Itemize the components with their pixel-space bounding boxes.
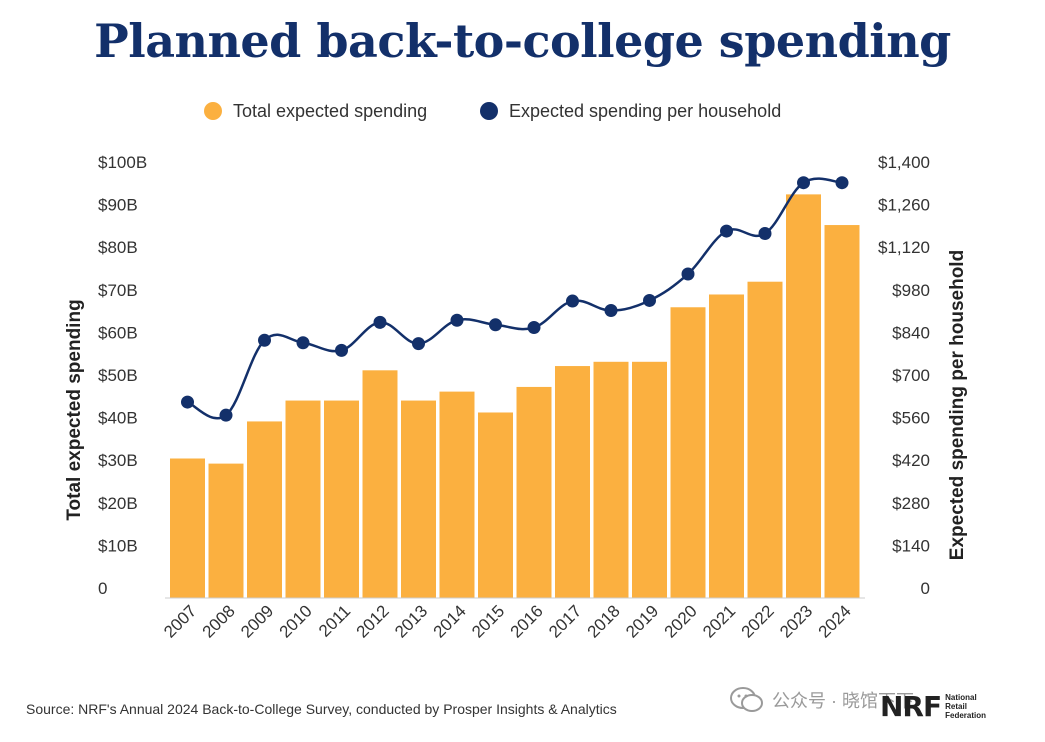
x-tick-label: 2016 [507,601,547,641]
right-tick-label: $980 [892,281,930,300]
point-2021 [720,224,733,238]
right-tick-label: $140 [892,536,930,555]
legend-household-marker [480,102,498,120]
point-2012 [373,315,387,329]
bar-2020 [670,307,706,598]
bar-2021 [709,294,744,598]
chart-title: Planned back-to-college spending [94,14,951,68]
point-2013 [412,337,425,351]
x-tick-label: 2009 [237,601,277,641]
bar-2013 [401,400,436,598]
nrf-logo: NRF National Retail Federation [880,690,986,723]
point-2022 [758,227,772,241]
bar-2014 [439,391,475,598]
chart: Total expected spending Expected spending… [64,101,968,642]
left-tick-label: 0 [98,579,107,598]
right-tick-label: $1,120 [878,238,930,257]
point-2016 [527,321,541,335]
point-2017 [566,294,579,308]
bar-2024 [824,225,860,598]
legend-total-label: Total expected spending [233,101,427,121]
right-axis-label: Expected spending per household [947,250,968,560]
right-tick-label: $1,400 [878,153,930,172]
x-tick-label: 2015 [468,601,508,641]
point-2011 [335,343,348,357]
left-tick-label: $20B [98,494,138,513]
bar-2016 [516,386,552,598]
right-tick-label: 0 [921,579,930,598]
bar-2022 [747,281,783,598]
x-tick-label: 2019 [622,601,662,641]
bar-2012 [362,370,398,598]
legend-total-marker [204,102,222,120]
bar-2008 [208,463,244,598]
x-tick-label: 2023 [776,601,816,641]
point-2020 [681,267,695,281]
x-tick-label: 2018 [584,601,624,641]
x-tick-label: 2014 [430,601,470,641]
x-tick-label: 2007 [160,601,200,641]
x-tick-label: 2012 [353,601,393,641]
right-tick-label: $420 [892,451,930,470]
left-tick-label: $70B [98,281,138,300]
bar-2007 [170,458,205,598]
x-tick-label: 2022 [738,601,778,641]
brand-name: National Retail Federation [945,693,987,720]
x-tick-label: 2024 [815,601,855,641]
bar-2018 [593,361,629,598]
bar-2011 [324,400,359,598]
point-2019 [643,293,656,307]
point-2014 [450,313,464,327]
left-tick-label: $30B [98,451,138,470]
point-2009 [258,333,271,347]
right-tick-label: $1,260 [878,196,930,215]
right-tick-label: $280 [892,494,930,513]
chat-bubble-icon [730,687,763,712]
point-2018 [604,303,618,317]
bar-2015 [478,412,513,598]
x-tick-label: 2021 [699,601,739,641]
watermark-text: 公众号 · 晓馆下下 [772,691,914,711]
source-note: Source: NRF's Annual 2024 Back-to-Colleg… [26,701,617,717]
point-2007 [181,395,194,409]
left-tick-label: $40B [98,409,138,428]
x-tick-label: 2020 [661,601,701,641]
bar-2010 [285,400,321,598]
point-2023 [797,176,810,190]
bar-2023 [786,194,821,598]
bars [170,194,860,598]
point-2015 [489,318,502,332]
point-2024 [835,176,849,190]
x-tick-label: 2008 [199,601,239,641]
x-tick-label: 2017 [545,601,585,641]
x-tick-label: 2011 [315,601,354,640]
point-2008 [219,408,233,422]
left-tick-label: $100B [98,153,147,172]
left-tick-label: $60B [98,323,138,342]
left-tick-label: $80B [98,238,138,257]
watermark: 公众号 · 晓馆下下 [730,686,914,714]
left-axis-label: Total expected spending [64,299,85,520]
left-tick-label: $90B [98,196,138,215]
brand-mark: NRF [880,690,942,723]
x-tick-label: 2013 [391,601,431,641]
left-axis: 0 $10B $20B $30B $40B $50B $60B $70B $80B $90B $10… [98,153,147,598]
right-tick-label: $840 [892,323,930,342]
household-line [181,176,849,422]
x-tick-label: 2010 [276,601,316,641]
right-axis: 0 $140 $280 $420 $560 $700 $840 $980 $1,120 $1,26… [878,153,930,598]
bar-2009 [247,421,282,598]
bar-2017 [555,366,590,598]
right-tick-label: $560 [892,409,930,428]
legend: Total expected spending Expected spending… [204,101,781,121]
left-tick-label: $10B [98,536,138,555]
left-tick-label: $50B [98,366,138,385]
point-2010 [296,336,310,350]
legend-household-label: Expected spending per household [509,101,781,121]
bar-2019 [632,361,667,598]
right-tick-label: $700 [892,366,930,385]
